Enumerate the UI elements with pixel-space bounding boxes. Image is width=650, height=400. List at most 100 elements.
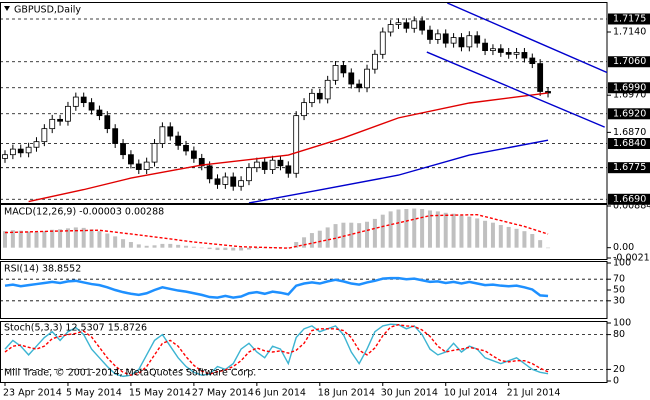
panel-frame (0, 204, 608, 260)
y-tick-label: 100 (613, 258, 631, 269)
level-tag (608, 82, 650, 94)
candle-body (2, 154, 8, 159)
x-tick-label: 30 Jun 2014 (381, 388, 438, 399)
candle-body (206, 165, 213, 180)
symbol-icon (4, 6, 10, 11)
y-tick-label: 0 (613, 376, 619, 387)
y-tick-label: 80 (613, 329, 625, 340)
candle-body (41, 128, 48, 143)
histogram-bar (176, 244, 181, 248)
candle-body (379, 31, 386, 55)
candle-body (529, 57, 536, 64)
chart-title: GBPUSD,Daily (14, 5, 81, 16)
histogram-bar (451, 213, 456, 248)
level-tag (608, 138, 650, 150)
level-tag (608, 108, 650, 120)
candle-body (340, 65, 347, 74)
candle-body (505, 52, 512, 55)
histogram-bar (317, 230, 322, 248)
candle-body (49, 118, 56, 130)
candle-body (17, 148, 24, 154)
histogram-bar (42, 231, 47, 248)
histogram-bar (3, 231, 7, 248)
y-tick-label: 30 (613, 295, 625, 306)
candle-body (104, 115, 111, 130)
histogram-bar (207, 247, 212, 250)
candle-body (411, 20, 418, 29)
series-line (248, 139, 549, 203)
series-line (4, 324, 549, 376)
rsi-title: RSI(14) 38.8552 (4, 264, 81, 275)
histogram-bar (404, 209, 409, 248)
candle-body (301, 102, 307, 117)
candle-body (88, 102, 95, 111)
price-scale: 1.7140 1.6970 1.6870 1.7175 1.7060 1.6990 1.69… (607, 13, 650, 387)
histogram-bar (333, 224, 338, 248)
candle-body (9, 148, 16, 156)
candle-body (80, 96, 87, 104)
x-tick-label: 6 Jun 2014 (255, 388, 306, 399)
histogram-bar (223, 247, 228, 251)
level-tag (608, 56, 650, 68)
candle-body (403, 22, 410, 29)
histogram-bar (144, 245, 149, 248)
histogram-bar (286, 247, 291, 249)
candle-body (33, 141, 40, 148)
histogram-bar (435, 211, 440, 248)
candle-body (230, 176, 237, 187)
histogram-bar (136, 244, 141, 248)
candle-body (285, 165, 292, 174)
candle-body (261, 161, 268, 170)
histogram-bar (58, 229, 63, 248)
histogram-bar (152, 245, 157, 248)
candle-body (246, 167, 252, 182)
histogram-bar (105, 233, 110, 248)
histogram-bar (160, 243, 165, 248)
x-tick-label: 18 Jun 2014 (318, 388, 375, 399)
histogram-bar (50, 229, 55, 248)
candle-body (222, 176, 229, 185)
y-tick-label: 70 (613, 274, 625, 285)
histogram-bar (396, 209, 401, 248)
histogram-bar (10, 230, 15, 248)
y-tick-label: 20 (613, 364, 625, 375)
histogram-bar (467, 216, 472, 248)
histogram-bar (325, 227, 330, 248)
histogram-bar (538, 240, 543, 248)
y-tick-label: 0.00 (613, 242, 634, 253)
candle-body (25, 146, 32, 154)
histogram-bar (459, 215, 464, 248)
histogram-bar (215, 247, 220, 251)
candle-body (450, 37, 457, 44)
level-tag (608, 193, 650, 205)
y-tick-label: 1.7140 (613, 26, 646, 37)
candle-body (427, 29, 433, 40)
panel-frame (0, 2, 608, 204)
candle-body (434, 33, 441, 40)
y-tick-label: -0.00219 (613, 253, 650, 264)
histogram-bar (18, 230, 23, 248)
histogram-bar (239, 247, 244, 251)
histogram-bar (113, 236, 118, 248)
candle-body (387, 24, 394, 33)
candle-body (474, 35, 481, 44)
histogram-bar (388, 211, 393, 248)
histogram-bar (498, 225, 503, 248)
histogram-bar (443, 212, 448, 248)
macd-plot (3, 208, 551, 251)
histogram-bar (128, 242, 133, 248)
histogram-bar (530, 234, 535, 248)
histogram-bar (475, 218, 480, 248)
candle-body (143, 161, 150, 170)
candle-body (112, 128, 119, 144)
series-line (426, 51, 605, 128)
candle-body (238, 180, 245, 187)
histogram-bar (357, 223, 362, 248)
candle-body (364, 68, 370, 89)
histogram-bar (506, 226, 511, 248)
level-tag (608, 162, 650, 174)
histogram-bar (365, 221, 370, 248)
candle-body (167, 126, 174, 137)
